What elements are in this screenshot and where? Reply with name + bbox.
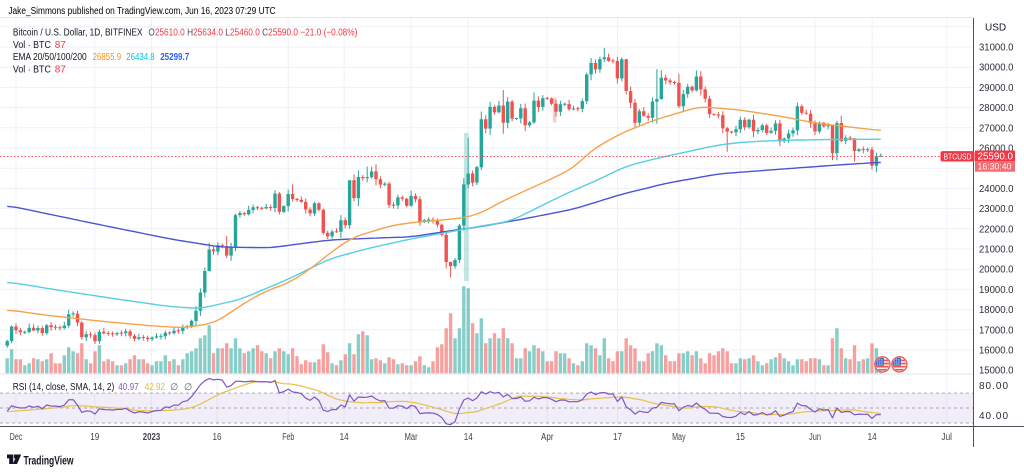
svg-text:Vol · BTC: Vol · BTC [13,64,51,75]
svg-text:25299.7: 25299.7 [160,52,189,63]
svg-text:17000.0: 17000.0 [979,325,1014,336]
svg-text:Jake_Simmons published on Trad: Jake_Simmons published on TradingView.co… [8,6,275,17]
svg-text:87: 87 [55,40,67,51]
svg-text:19: 19 [90,432,99,443]
svg-text:16: 16 [213,432,222,443]
svg-text:Vol · BTC: Vol · BTC [13,40,51,51]
svg-text:Feb: Feb [282,432,294,443]
svg-text:Mar: Mar [405,432,418,443]
svg-text:28000.0: 28000.0 [979,103,1014,114]
svg-text:18000.0: 18000.0 [979,305,1014,316]
svg-text:17: 17 [613,432,622,443]
svg-text:BTCUSD: BTCUSD [944,152,972,162]
svg-text:15000.0: 15000.0 [979,366,1014,377]
svg-text:40.97: 40.97 [118,382,139,393]
svg-text:14: 14 [868,432,877,443]
svg-text:40.00: 40.00 [979,411,1008,422]
svg-text:2023: 2023 [143,432,161,443]
svg-text:O25610.0 H25634.0 L25460.0 C25: O25610.0 H25634.0 L25460.0 C25590.0 −21.… [148,28,357,39]
svg-text:∅: ∅ [184,382,192,393]
svg-text:15: 15 [736,432,745,443]
svg-text:16:30:40: 16:30:40 [978,162,1012,172]
svg-text:87: 87 [55,64,67,75]
svg-text:29000.0: 29000.0 [979,83,1014,94]
svg-text:14: 14 [464,432,473,443]
svg-text:Jul: Jul [942,432,953,443]
svg-text:27000.0: 27000.0 [979,123,1014,134]
svg-text:23000.0: 23000.0 [979,204,1014,215]
svg-text:Bitcoin / U.S. Dollar, 1D, BIT: Bitcoin / U.S. Dollar, 1D, BITFINEX [13,28,143,39]
svg-text:80.00: 80.00 [979,381,1008,392]
svg-text:USD: USD [985,23,1006,34]
svg-text:May: May [672,432,686,443]
svg-text:Apr: Apr [541,432,554,443]
svg-text:19000.0: 19000.0 [979,285,1014,296]
svg-text:42.92: 42.92 [145,382,166,393]
svg-text:TradingView: TradingView [24,453,74,467]
svg-text:25590.0: 25590.0 [978,152,1014,163]
svg-text:26434.8: 26434.8 [126,52,155,63]
svg-text:∅: ∅ [170,382,178,393]
svg-text:24000.0: 24000.0 [979,184,1014,195]
svg-text:21000.0: 21000.0 [979,245,1014,256]
svg-text:22000.0: 22000.0 [979,224,1014,235]
svg-text:26855.9: 26855.9 [93,52,122,63]
svg-text:26000.0: 26000.0 [979,144,1014,155]
svg-text:RSI (14, close, SMA, 14, 2): RSI (14, close, SMA, 14, 2) [13,382,115,393]
svg-text:Dec: Dec [10,432,22,443]
svg-text:16000.0: 16000.0 [979,346,1014,357]
svg-text:30000.0: 30000.0 [979,63,1014,74]
svg-text:31000.0: 31000.0 [979,43,1014,54]
svg-text:EMA 20/50/100/200: EMA 20/50/100/200 [13,52,87,63]
svg-text:Jun: Jun [809,432,821,443]
svg-text:20000.0: 20000.0 [979,265,1014,276]
svg-text:14: 14 [340,432,349,443]
